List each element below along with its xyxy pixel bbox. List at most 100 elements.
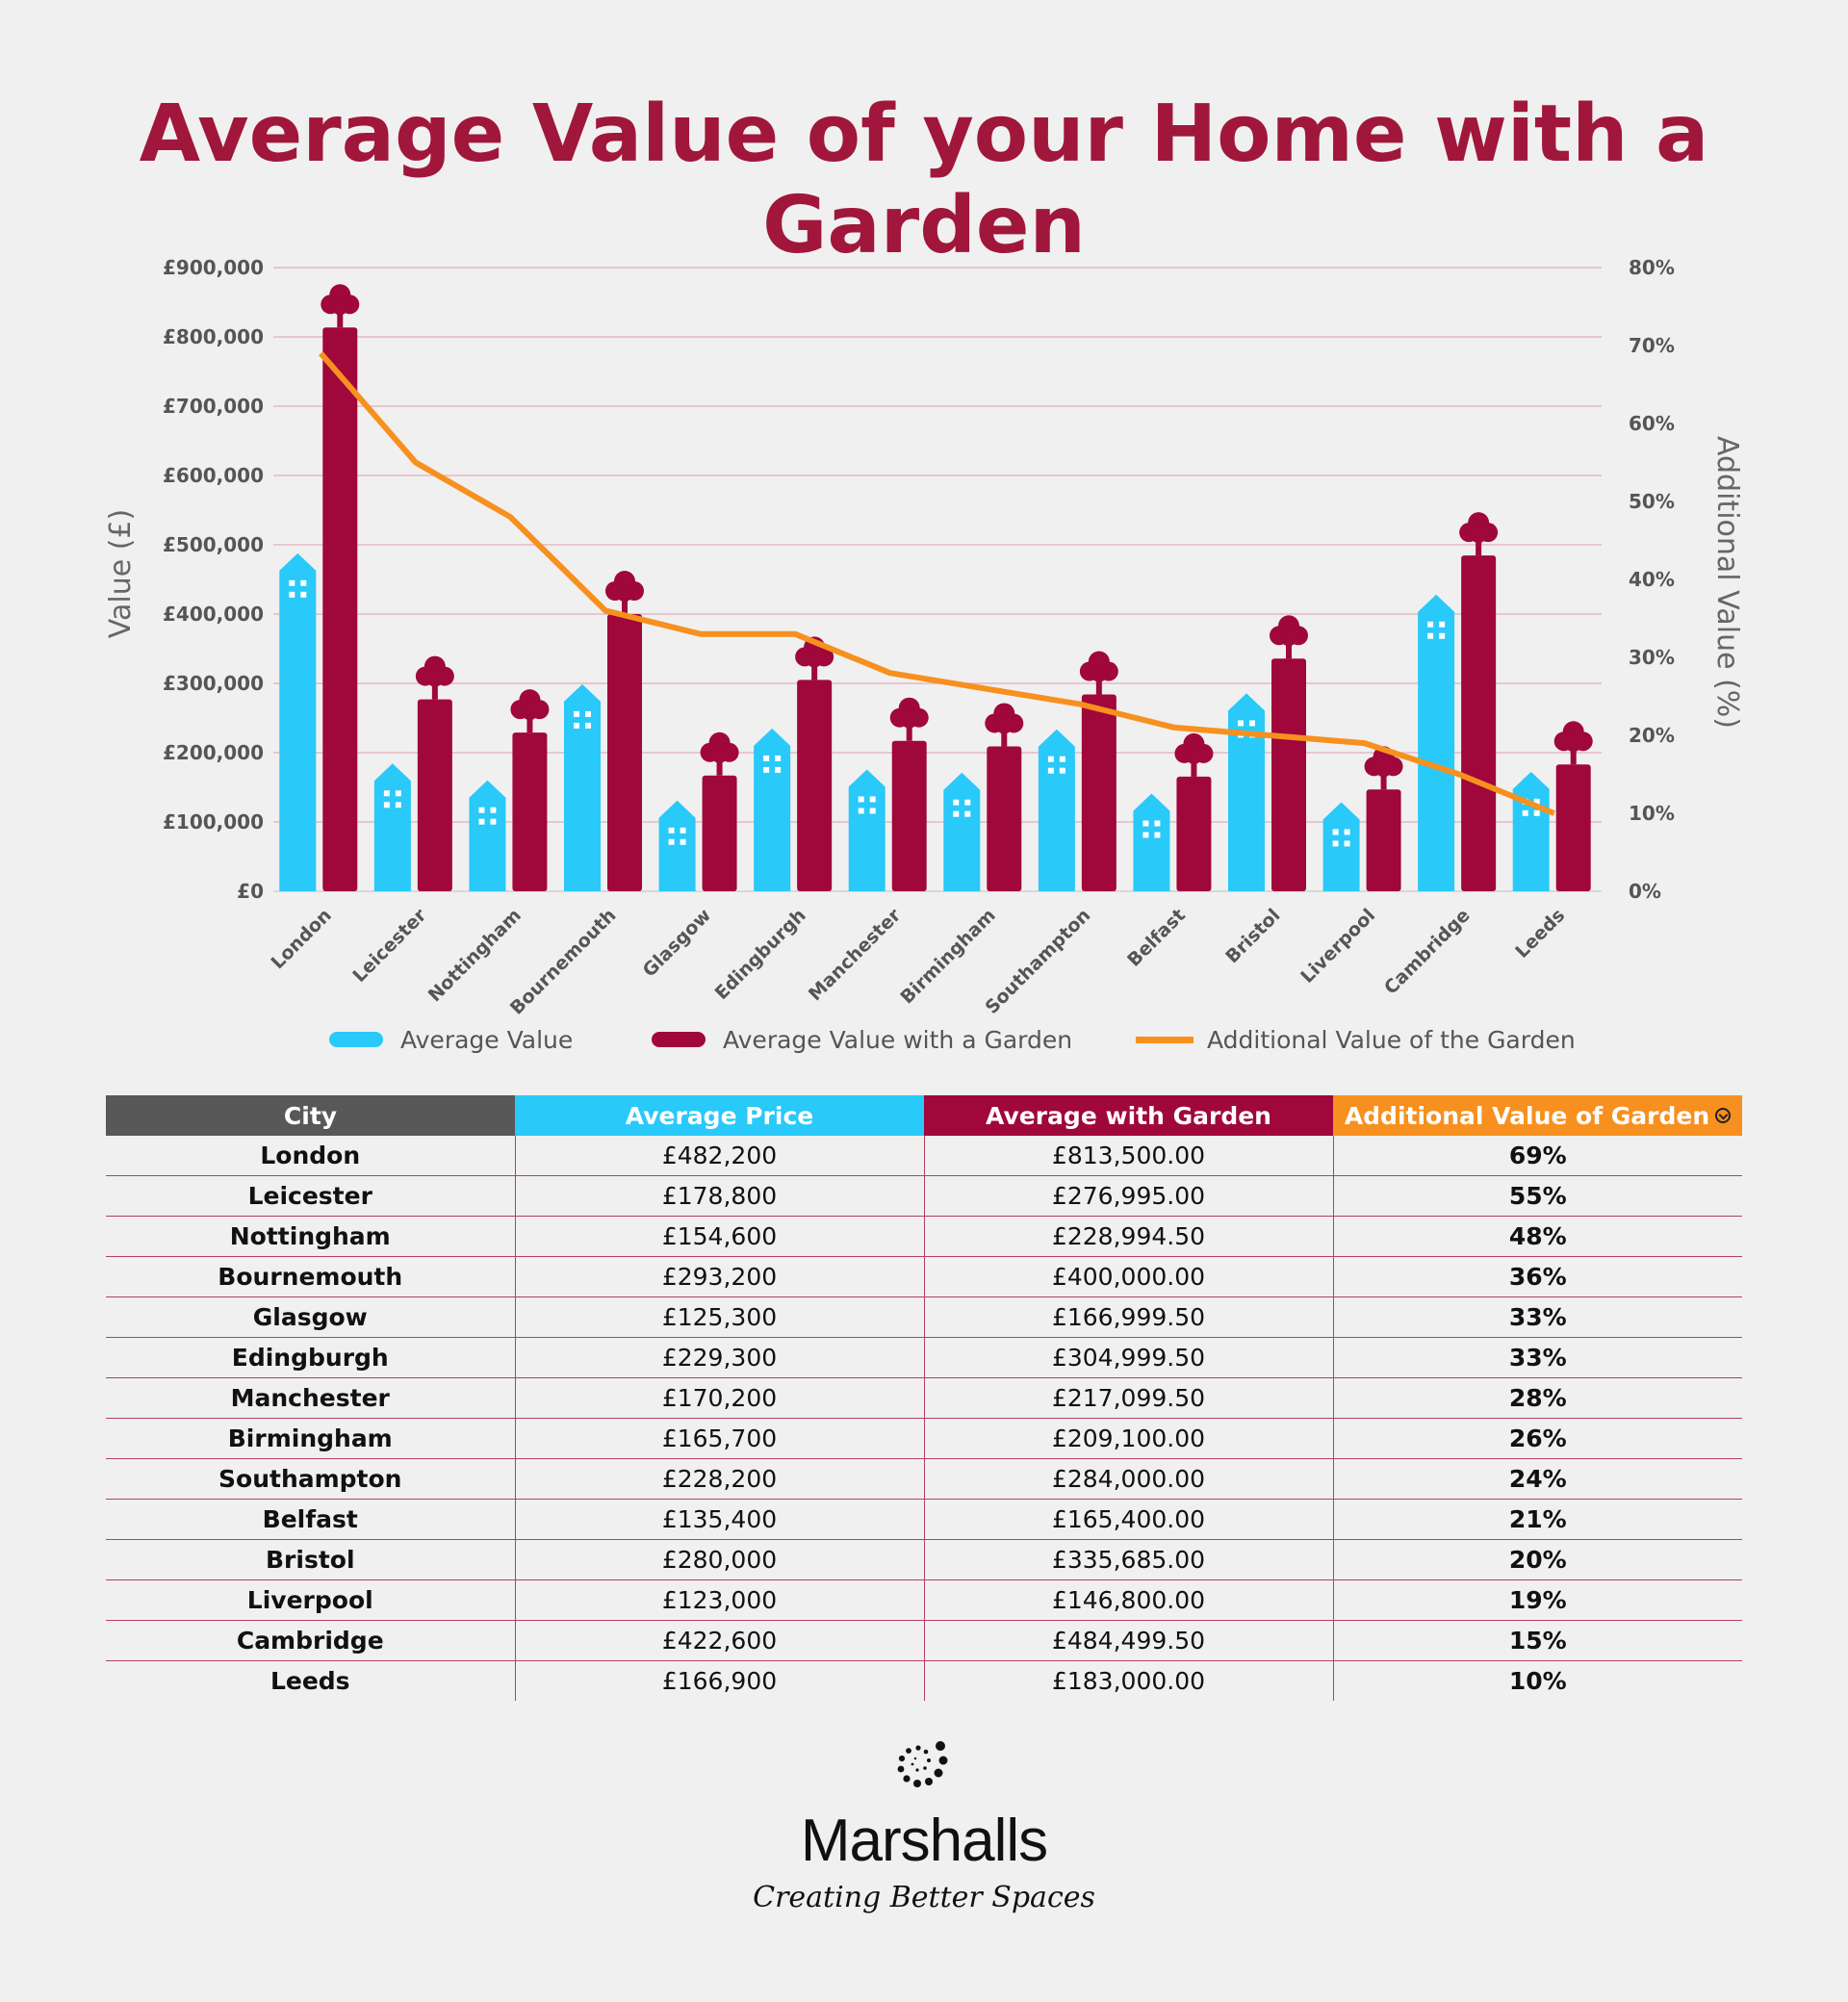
x-tick-label: Bristol — [1221, 905, 1284, 967]
y-tick-label: £500,000 — [163, 533, 264, 556]
y2-tick-label: 60% — [1629, 412, 1675, 435]
header-average-price[interactable]: Average Price — [515, 1095, 924, 1136]
tree-icon — [1079, 651, 1118, 695]
legend-swatch — [329, 1032, 383, 1047]
header-city-label: City — [283, 1101, 338, 1130]
cell-average-with-garden: £146,800.00 — [923, 1579, 1333, 1621]
y2-tick-label: 0% — [1629, 880, 1661, 903]
city-value-table: City Average Price Average with Garden A… — [106, 1095, 1742, 1701]
y2-tick-label: 40% — [1629, 568, 1675, 591]
cell-average-price: £123,000 — [514, 1579, 924, 1621]
cell-average-with-garden: £484,499.50 — [923, 1620, 1333, 1661]
tree-icon — [700, 732, 739, 776]
bar-average-with-garden — [321, 284, 360, 891]
y2-tick-label: 10% — [1629, 802, 1675, 825]
bar-average-with-garden — [1174, 732, 1214, 891]
legend-label: Additional Value of the Garden — [1207, 1026, 1576, 1054]
cell-average-price: £229,300 — [514, 1337, 924, 1378]
cell-average-with-garden: £209,100.00 — [923, 1418, 1333, 1459]
bar-average-value — [1228, 693, 1265, 891]
cell-city: Manchester — [106, 1377, 515, 1419]
cell-average-price: £178,800 — [514, 1175, 924, 1217]
bar-average-value — [373, 763, 411, 891]
bar-average-value — [564, 683, 601, 891]
bar-average-with-garden — [1079, 651, 1118, 891]
bar-average-value — [848, 769, 886, 891]
dot-spiral-logo-icon — [897, 1741, 948, 1787]
y-tick-label: £600,000 — [163, 464, 264, 487]
cell-additional-value: 26% — [1332, 1418, 1742, 1459]
cell-average-with-garden: £183,000.00 — [923, 1660, 1333, 1701]
y2-tick-label: 20% — [1629, 724, 1675, 747]
table-row: Edingburgh £229,300 £304,999.50 33% — [106, 1337, 1742, 1378]
cell-average-price: £125,300 — [514, 1296, 924, 1338]
bar-average-with-garden — [795, 636, 834, 891]
y-tick-label: £800,000 — [163, 325, 264, 348]
cell-average-price: £293,200 — [514, 1256, 924, 1297]
sort-descending-icon[interactable] — [1715, 1107, 1732, 1123]
bar-average-with-garden — [415, 655, 454, 891]
cell-additional-value: 15% — [1332, 1620, 1742, 1661]
legend-label: Average Value — [400, 1026, 573, 1054]
table-row: Liverpool £123,000 £146,800.00 19% — [106, 1579, 1742, 1621]
tree-icon — [321, 284, 360, 328]
header-additional-value[interactable]: Additional Value of Garden — [1333, 1095, 1742, 1136]
x-tick-label: Belfast — [1123, 905, 1190, 971]
header-average-with-garden[interactable]: Average with Garden — [924, 1095, 1333, 1136]
cell-average-price: £154,600 — [514, 1216, 924, 1257]
table-row: Manchester £170,200 £217,099.50 28% — [106, 1377, 1742, 1419]
tree-icon — [605, 571, 644, 614]
header-average-price-label: Average Price — [625, 1101, 814, 1130]
y2-axis-title: Additional Value (%) — [1710, 436, 1744, 729]
bar-average-value — [943, 772, 981, 891]
legend-average-value: Average Value — [329, 1026, 573, 1054]
cell-average-price: £166,900 — [514, 1660, 924, 1701]
bar-average-with-garden — [889, 697, 929, 891]
cell-average-with-garden: £166,999.50 — [923, 1296, 1333, 1338]
table-row: Bournemouth £293,200 £400,000.00 36% — [106, 1256, 1742, 1297]
cell-average-price: £422,600 — [514, 1620, 924, 1661]
brand-name: Marshalls — [800, 1808, 1048, 1874]
y2-tick-label: 70% — [1629, 334, 1675, 357]
bar-average-with-garden — [985, 703, 1024, 891]
y2-tick-label: 30% — [1629, 646, 1675, 669]
x-tick-label: Nottingham — [424, 905, 526, 1006]
cell-average-with-garden: £276,995.00 — [923, 1175, 1333, 1217]
cell-additional-value: 19% — [1332, 1579, 1742, 1621]
bar-average-value — [1322, 802, 1360, 891]
header-city[interactable]: City — [106, 1095, 515, 1136]
page-title: Average Value of your Home with a Garden — [139, 89, 1709, 271]
cell-city: Glasgow — [106, 1296, 515, 1338]
tree-icon — [415, 655, 454, 700]
cell-additional-value: 10% — [1332, 1660, 1742, 1701]
cell-average-price: £228,200 — [514, 1458, 924, 1500]
cell-additional-value: 24% — [1332, 1458, 1742, 1500]
cell-city: Cambridge — [106, 1620, 515, 1661]
legend-swatch — [1136, 1037, 1194, 1043]
x-tick-label: Leicester — [348, 905, 431, 988]
cell-average-price: £280,000 — [514, 1539, 924, 1580]
table-row: Leicester £178,800 £276,995.00 55% — [106, 1175, 1742, 1217]
bar-average-with-garden — [1553, 721, 1593, 891]
cell-city: Edingburgh — [106, 1337, 515, 1378]
cell-additional-value: 20% — [1332, 1539, 1742, 1580]
cell-average-price: £482,200 — [514, 1136, 924, 1176]
bar-average-value — [658, 800, 696, 891]
cell-additional-value: 36% — [1332, 1256, 1742, 1297]
table-row: Cambridge £422,600 £484,499.50 15% — [106, 1620, 1742, 1661]
cell-city: Leeds — [270, 1667, 350, 1695]
y2-tick-label: 80% — [1629, 256, 1675, 279]
cell-average-with-garden: £335,685.00 — [923, 1539, 1333, 1580]
chart-legend: Average Value Average Value with a Garden… — [329, 1026, 1576, 1054]
cell-average-with-garden: £400,000.00 — [923, 1256, 1333, 1297]
bar-average-with-garden — [1459, 512, 1499, 891]
x-tick-label: Leeds — [1511, 905, 1569, 962]
cell-average-price: £170,200 — [514, 1377, 924, 1419]
table-row: Birmingham £165,700 £209,100.00 26% — [106, 1418, 1742, 1459]
cell-average-with-garden: £813,500.00 — [923, 1136, 1333, 1176]
y-tick-label: £900,000 — [163, 256, 264, 279]
bar-average-with-garden — [510, 689, 550, 891]
cell-city: Liverpool — [106, 1579, 515, 1621]
legend-swatch — [652, 1032, 706, 1047]
line-additional-value — [319, 351, 1555, 816]
